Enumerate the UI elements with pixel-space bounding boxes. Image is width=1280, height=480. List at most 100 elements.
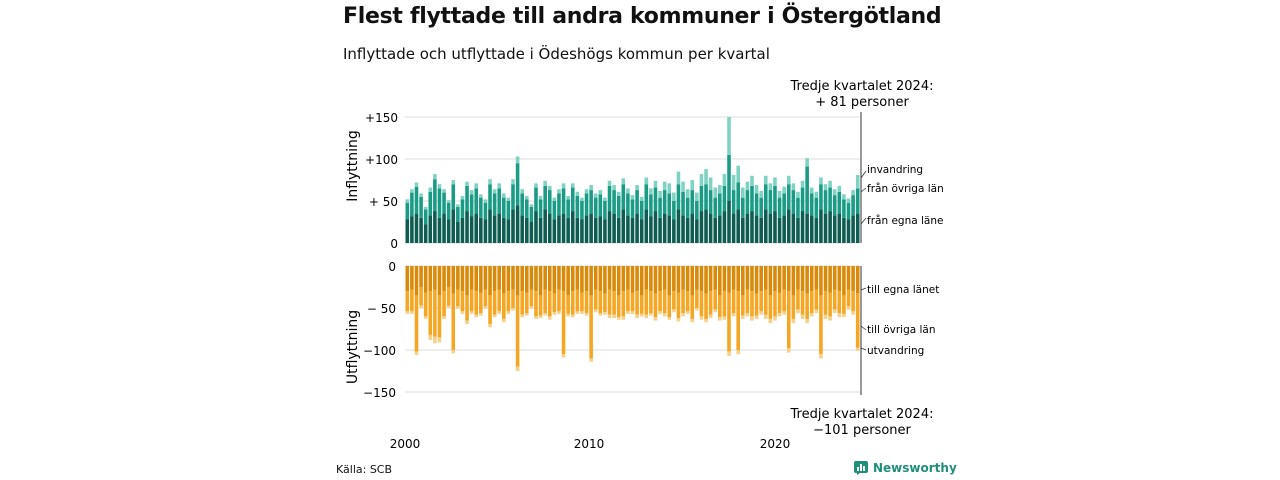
bar-in-egna [722, 211, 727, 243]
bar-out-utvandring [805, 318, 809, 324]
bar-in-invandring [502, 193, 506, 198]
bar-out-utvandring [690, 318, 695, 323]
bar-in-egna [598, 216, 603, 243]
bar-out-utvandring [676, 318, 681, 322]
bar-in-invandring [832, 189, 837, 196]
legend-leader-top [860, 170, 867, 179]
bar-out-egna [474, 266, 479, 292]
bar-out-ovriga [580, 292, 584, 312]
bar-in-egna [428, 215, 433, 243]
bar-in-ovriga [603, 201, 607, 220]
bar-out-utvandring [511, 308, 515, 311]
bar-out-ovriga [479, 292, 483, 314]
legend-label-till-egna-lanet: till egna länet [867, 284, 939, 296]
bar-in-ovriga [745, 190, 750, 214]
bar-in-invandring [534, 183, 538, 188]
bar-out-utvandring [722, 316, 727, 320]
bar-in-egna [488, 209, 492, 243]
bar-out-ovriga [575, 289, 580, 312]
bar-out-egna [593, 266, 598, 290]
bar-in-invandring [460, 195, 465, 200]
bar-out-egna [750, 266, 754, 292]
bar-out-egna [469, 266, 474, 290]
bar-in-ovriga [763, 184, 768, 210]
bar-out-ovriga [616, 295, 621, 318]
bar-in-egna [763, 209, 768, 243]
bar-in-ovriga [676, 184, 681, 210]
bar-out-utvandring [685, 311, 690, 314]
bar-in-egna [768, 213, 773, 243]
bar-out-egna [451, 266, 456, 294]
bar-out-utvandring [837, 313, 842, 318]
bar-out-egna [538, 266, 543, 296]
bar-out-utvandring [616, 317, 621, 320]
bar-out-egna [676, 266, 681, 293]
bar-out-ovriga [754, 293, 759, 316]
bar-in-egna [525, 217, 529, 243]
bar-out-egna [442, 266, 446, 292]
bar-in-invandring [557, 189, 561, 194]
bar-in-egna [639, 219, 644, 243]
bar-in-invandring [547, 185, 552, 191]
bar-in-egna [745, 213, 750, 243]
bar-in-invandring [754, 185, 759, 194]
bar-out-egna [754, 266, 759, 294]
bar-in-ovriga [809, 193, 814, 216]
bar-in-invandring [580, 197, 584, 201]
bar-out-egna [722, 266, 727, 292]
bar-out-ovriga [842, 295, 846, 314]
bar-out-egna [410, 266, 414, 290]
bar-out-egna [506, 266, 511, 292]
bar-in-invandring [616, 191, 621, 196]
bar-out-egna [520, 266, 524, 292]
bar-out-egna [718, 266, 722, 296]
legend-leader-top [860, 187, 867, 193]
bar-in-ovriga [727, 154, 731, 201]
bar-out-utvandring [561, 354, 566, 358]
bar-out-utvandring [653, 317, 658, 321]
bar-in-invandring [681, 181, 685, 192]
bar-in-ovriga [805, 166, 809, 214]
bar-in-ovriga [828, 187, 832, 212]
bar-out-egna [805, 266, 809, 294]
bar-in-egna [433, 211, 437, 243]
bar-out-ovriga [515, 295, 520, 367]
bar-in-ovriga [414, 186, 419, 214]
bar-in-ovriga [750, 185, 754, 212]
bar-out-egna [672, 266, 676, 292]
bar-in-egna [644, 209, 649, 243]
bar-in-egna [832, 215, 837, 243]
bar-out-utvandring [626, 311, 630, 314]
bar-in-egna [773, 211, 777, 243]
bar-in-ovriga [653, 187, 658, 212]
bar-in-ovriga [460, 199, 465, 218]
legend-leader-top [860, 217, 867, 225]
bar-out-egna [851, 266, 855, 292]
bar-out-utvandring [442, 316, 446, 319]
bar-in-invandring [446, 200, 451, 203]
bar-out-egna [685, 266, 690, 292]
bar-out-ovriga [428, 291, 433, 335]
bar-out-egna [607, 266, 612, 290]
bar-in-ovriga [626, 193, 630, 216]
bar-in-invandring [796, 191, 800, 198]
bar-out-egna [690, 266, 695, 296]
bar-in-egna [782, 215, 786, 243]
bar-in-invandring [515, 156, 520, 164]
bar-in-ovriga [695, 201, 699, 220]
bar-out-ovriga [855, 293, 860, 348]
bar-in-invandring [846, 198, 851, 203]
bar-out-egna [580, 266, 584, 293]
bar-in-invandring [736, 165, 740, 183]
bottom-annotation-line2: −101 personer [813, 423, 911, 438]
bar-out-utvandring [543, 313, 547, 316]
legend-label-fran-ovriga-lan: från övriga län [867, 182, 944, 195]
bar-in-invandring [708, 177, 713, 191]
bar-out-egna [515, 266, 520, 296]
bar-in-egna [497, 213, 501, 243]
bar-out-egna [819, 266, 823, 296]
bar-in-egna [828, 211, 832, 243]
bar-in-ovriga [621, 184, 626, 210]
